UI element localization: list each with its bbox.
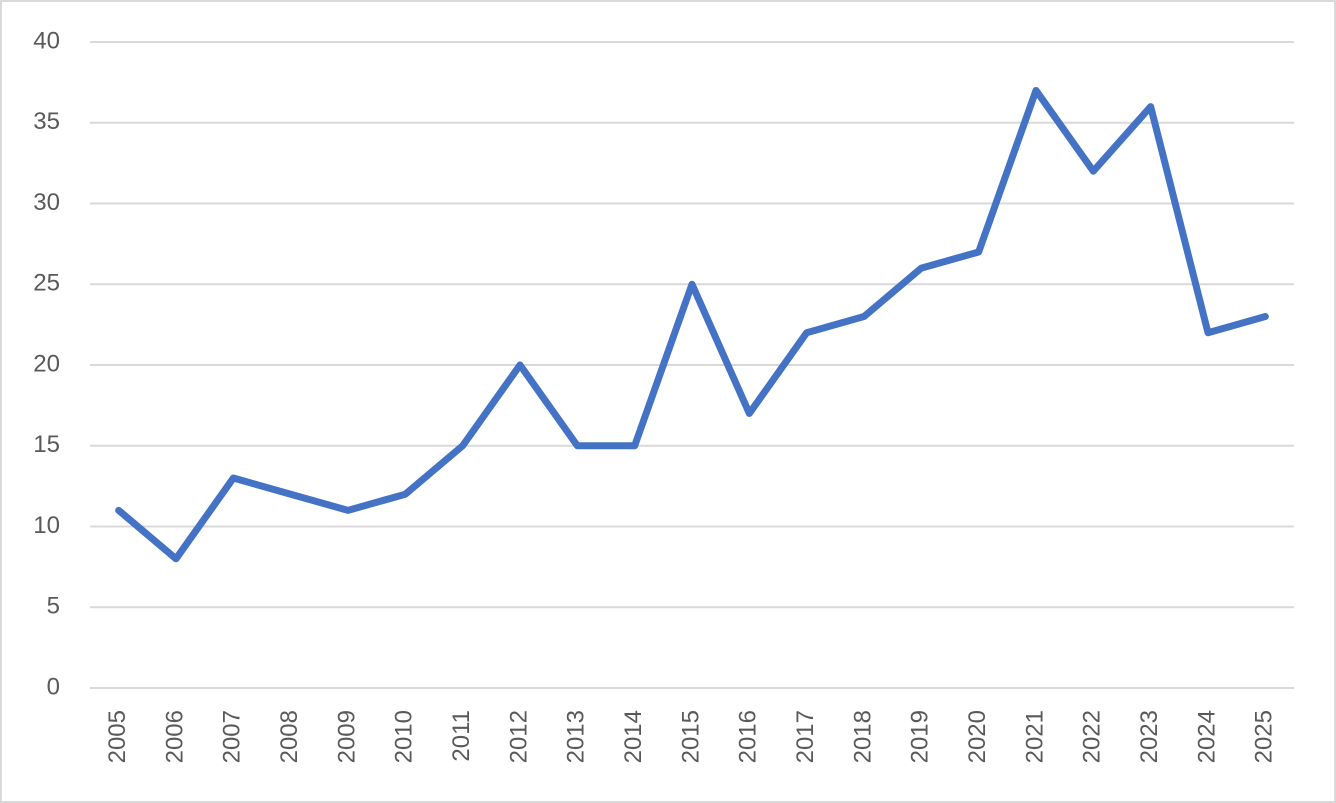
x-tick-label: 2008 [276,710,303,763]
x-tick-label: 2018 [849,710,876,763]
y-tick-label: 35 [33,108,60,135]
y-tick-label: 15 [33,431,60,458]
x-tick-label: 2006 [161,710,188,763]
x-tick-label: 2009 [333,710,360,763]
x-tick-label: 2016 [735,710,762,763]
y-tick-label: 10 [33,512,60,539]
y-tick-label: 40 [33,27,60,54]
x-tick-label: 2020 [964,710,991,763]
x-tick-label: 2014 [620,710,647,763]
x-tick-label: 2022 [1079,710,1106,763]
x-tick-label: 2010 [391,710,418,763]
data-line [115,86,1269,563]
y-tick-label: 20 [33,350,60,377]
x-tick-label: 2007 [219,710,246,763]
y-tick-label: 25 [33,270,60,297]
x-tick-label: 2024 [1193,710,1220,763]
x-tick-label: 2025 [1251,710,1278,763]
x-tick-label: 2013 [563,710,590,763]
x-tick-label: 2023 [1136,710,1163,763]
x-tick-label: 2019 [907,710,934,763]
y-tick-label: 30 [33,189,60,216]
x-tick-label: 2015 [677,710,704,763]
x-tick-label: 2017 [792,710,819,763]
y-tick-label: 0 [47,673,60,700]
x-tick-label: 2005 [104,710,131,763]
x-tick-label: 2012 [505,710,532,763]
x-tick-label: 2011 [448,710,475,762]
y-tick-label: 5 [47,593,60,620]
x-tick-label: 2021 [1021,710,1048,763]
